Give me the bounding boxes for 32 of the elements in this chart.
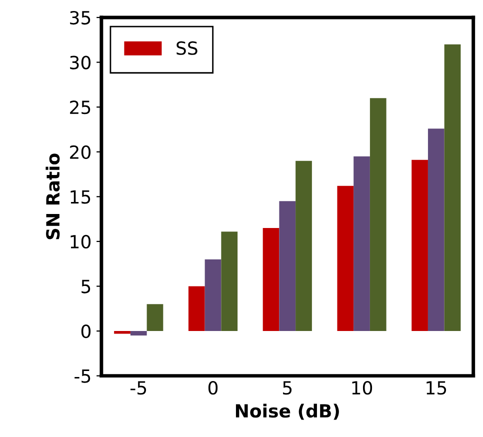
y-tick-label: 25 (70, 100, 90, 114)
bar (444, 44, 461, 332)
y-tick-label: 15 (70, 190, 90, 204)
x-tick-label: -5 (130, 381, 146, 395)
x-tick-label: 10 (352, 381, 372, 395)
bar (428, 128, 444, 332)
x-axis-title: Noise (dB) (236, 404, 339, 420)
y-tick-label: 10 (70, 234, 91, 249)
x-tick-label: 15 (426, 381, 446, 395)
bar (337, 186, 354, 332)
bar (370, 98, 386, 332)
x-tick-label: 0 (208, 381, 218, 395)
bar (130, 331, 147, 336)
bar (221, 232, 238, 332)
bar (146, 304, 164, 332)
y-tick-label: 0 (81, 324, 91, 338)
bar (279, 201, 296, 332)
x-tick-label: 5 (283, 381, 292, 395)
bar (262, 228, 280, 332)
bar (296, 160, 312, 332)
y-axis-title: SN Ratio (46, 154, 60, 240)
bar (412, 160, 428, 332)
bar (204, 259, 222, 332)
y-tick-label: 5 (82, 280, 90, 294)
legend-label: SS (176, 41, 198, 55)
y-tick-label: 35 (70, 10, 90, 25)
bar (114, 331, 130, 334)
y-tick-label: 30 (70, 56, 91, 70)
bar (354, 156, 370, 332)
y-tick-label: -5 (74, 370, 90, 383)
y-tick-label: 20 (70, 145, 91, 159)
bar (188, 286, 205, 332)
